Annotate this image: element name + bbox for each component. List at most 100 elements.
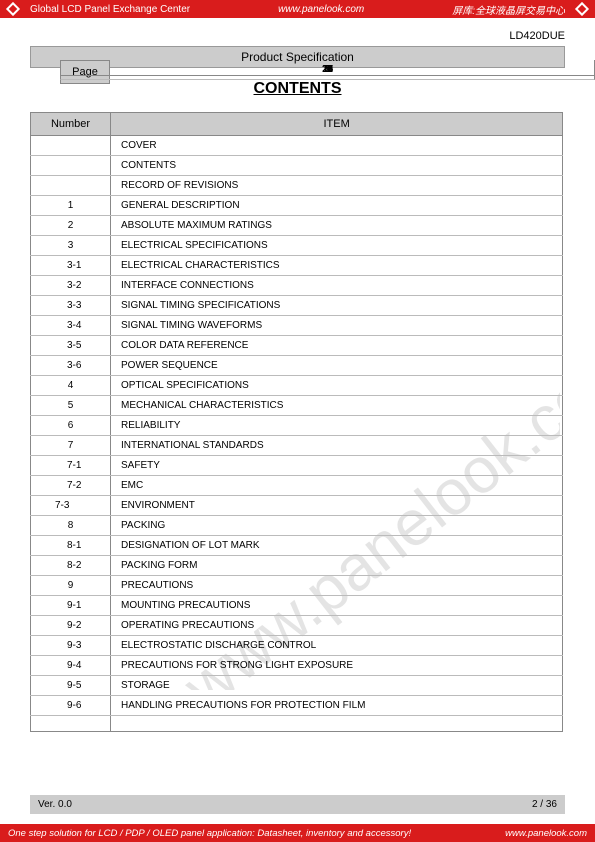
toc-item: GENERAL DESCRIPTION (111, 196, 563, 216)
toc-number: 3-5 (31, 336, 111, 356)
toc-item: MOUNTING PRECAUTIONS (111, 596, 563, 616)
toc-item: EMC (111, 476, 563, 496)
toc-number (31, 156, 111, 176)
toc-item: INTERFACE CONNECTIONS (111, 276, 563, 296)
table-row: 2ABSOLUTE MAXIMUM RATINGS5 (31, 216, 565, 236)
model-id: LD420DUE (30, 30, 565, 42)
toc-number: 9-6 (31, 696, 111, 716)
toc-number: 8-2 (31, 556, 111, 576)
toc-number: 3 (31, 236, 111, 256)
toc-number: 7 (31, 436, 111, 456)
toc-number: 9 (31, 576, 111, 596)
diamond-icon (6, 2, 20, 16)
toc-item: ENVIRONMENT (111, 496, 563, 516)
toc-item: STORAGE (111, 676, 563, 696)
toc-item: SIGNAL TIMING WAVEFORMS (111, 316, 563, 336)
table-row: 9-2OPERATING PRECAUTIONS27 (31, 616, 565, 636)
table-row: 3-1ELECTRICAL CHARACTERISTICS6 (31, 256, 565, 276)
toc-number: 6 (31, 416, 111, 436)
bottom-banner: One step solution for LCD / PDP / OLED p… (0, 824, 595, 842)
toc-number: 9-3 (31, 636, 111, 656)
toc-number: 7-2 (31, 476, 111, 496)
toc-item: OPTICAL SPECIFICATIONS (111, 376, 563, 396)
toc-item: PACKING (111, 516, 563, 536)
page-body: LD420DUE Product Specification CONTENTS … (30, 30, 565, 732)
toc-number: 7-3 (31, 496, 111, 516)
table-row: 7-3ENVIRONMENT25 (31, 496, 565, 516)
top-banner: Global LCD Panel Exchange Center www.pan… (0, 0, 595, 18)
toc-number: 3-6 (31, 356, 111, 376)
table-row: 8-1DESIGNATION OF LOT MARK26 (31, 536, 565, 556)
table-row: 1GENERAL DESCRIPTION4 (31, 196, 565, 216)
toc-number: 8-1 (31, 536, 111, 556)
table-row: 3-4SIGNAL TIMING WAVEFORMS11 (31, 316, 565, 336)
table-row: 3ELECTRICAL SPECIFICATIONS6 (31, 236, 565, 256)
page-indicator: 2 / 36 (532, 799, 557, 810)
toc-item: MECHANICAL CHARACTERISTICS (111, 396, 563, 416)
toc-item: SIGNAL TIMING SPECIFICATIONS (111, 296, 563, 316)
table-row: 6RELIABILITY24 (31, 416, 565, 436)
toc-number: 3-4 (31, 316, 111, 336)
toc-number: 2 (31, 216, 111, 236)
toc-number: 8 (31, 516, 111, 536)
toc-item: RECORD OF REVISIONS (111, 176, 563, 196)
toc-number: 3-2 (31, 276, 111, 296)
toc-number (31, 136, 111, 156)
footer-bar: Ver. 0.0 2 / 36 (30, 795, 565, 814)
toc-item: PRECAUTIONS FOR STRONG LIGHT EXPOSURE (111, 656, 563, 676)
toc-number: 3-1 (31, 256, 111, 276)
toc-item: COLOR DATA REFERENCE (111, 336, 563, 356)
toc-number: 9-4 (31, 656, 111, 676)
toc-number: 9-1 (31, 596, 111, 616)
table-row: CONTENTS2 (31, 156, 565, 176)
table-row: 9PRECAUTIONS27 (31, 576, 565, 596)
toc-item: SAFETY (111, 456, 563, 476)
table-row: RECORD OF REVISIONS3 (31, 176, 565, 196)
version-label: Ver. 0.0 (38, 799, 72, 810)
table-row: 4OPTICAL SPECIFICATIONS17 (31, 376, 565, 396)
toc-item: ELECTROSTATIC DISCHARGE CONTROL (111, 636, 563, 656)
toc-item: CONTENTS (111, 156, 563, 176)
table-row: 7INTERNATIONAL STANDARDS25 (31, 436, 565, 456)
table-row: 5MECHANICAL CHARACTERISTICS21 (31, 396, 565, 416)
toc-item: DESIGNATION OF LOT MARK (111, 536, 563, 556)
toc-number: 3-3 (31, 296, 111, 316)
toc-item: POWER SEQUENCE (111, 356, 563, 376)
toc-item: ELECTRICAL CHARACTERISTICS (111, 256, 563, 276)
toc-item: PRECAUTIONS (111, 576, 563, 596)
banner-center-url[interactable]: www.panelook.com (274, 4, 368, 15)
table-row: 8-2PACKING FORM26 (31, 556, 565, 576)
diamond-icon (575, 2, 589, 16)
table-row-empty (31, 716, 565, 732)
table-row: 9-1MOUNTING PRECAUTIONS27 (31, 596, 565, 616)
bottom-msg: One step solution for LCD / PDP / OLED p… (0, 828, 497, 839)
col-item: ITEM (111, 113, 563, 136)
table-row: 9-4PRECAUTIONS FOR STRONG LIGHT EXPOSURE… (31, 656, 565, 676)
toc-number: 1 (31, 196, 111, 216)
col-number: Number (31, 113, 111, 136)
toc-item: RELIABILITY (111, 416, 563, 436)
toc-item: ABSOLUTE MAXIMUM RATINGS (111, 216, 563, 236)
toc-number (31, 176, 111, 196)
toc-item: HANDLING PRECAUTIONS FOR PROTECTION FILM (111, 696, 563, 716)
table-row: 3-2INTERFACE CONNECTIONS8 (31, 276, 565, 296)
banner-left-text: Global LCD Panel Exchange Center (26, 4, 194, 15)
banner-right-text: 屏库:全球液晶屏交易中心 (448, 2, 569, 17)
toc-item: COVER (111, 136, 563, 156)
toc-item: OPERATING PRECAUTIONS (111, 616, 563, 636)
table-row: 9-6HANDLING PRECAUTIONS FOR PROTECTION F… (31, 696, 565, 716)
table-row: 9-3ELECTROSTATIC DISCHARGE CONTROL28 (31, 636, 565, 656)
table-row: 8PACKING26 (31, 516, 565, 536)
toc-item: ELECTRICAL SPECIFICATIONS (111, 236, 563, 256)
toc-number: 7-1 (31, 456, 111, 476)
table-row: 7-2EMC25 (31, 476, 565, 496)
toc-number: 5 (31, 396, 111, 416)
toc-number: 9-2 (31, 616, 111, 636)
table-row: 9-5STORAGE28 (31, 676, 565, 696)
table-row: 3-3SIGNAL TIMING SPECIFICATIONS10 (31, 296, 565, 316)
table-row: 3-6POWER SEQUENCE15 (31, 356, 565, 376)
bottom-url[interactable]: www.panelook.com (497, 828, 595, 839)
contents-heading: CONTENTS (30, 80, 565, 98)
table-row: 7-1SAFETY25 (31, 456, 565, 476)
table-row: 3-5COLOR DATA REFERENCE14 (31, 336, 565, 356)
